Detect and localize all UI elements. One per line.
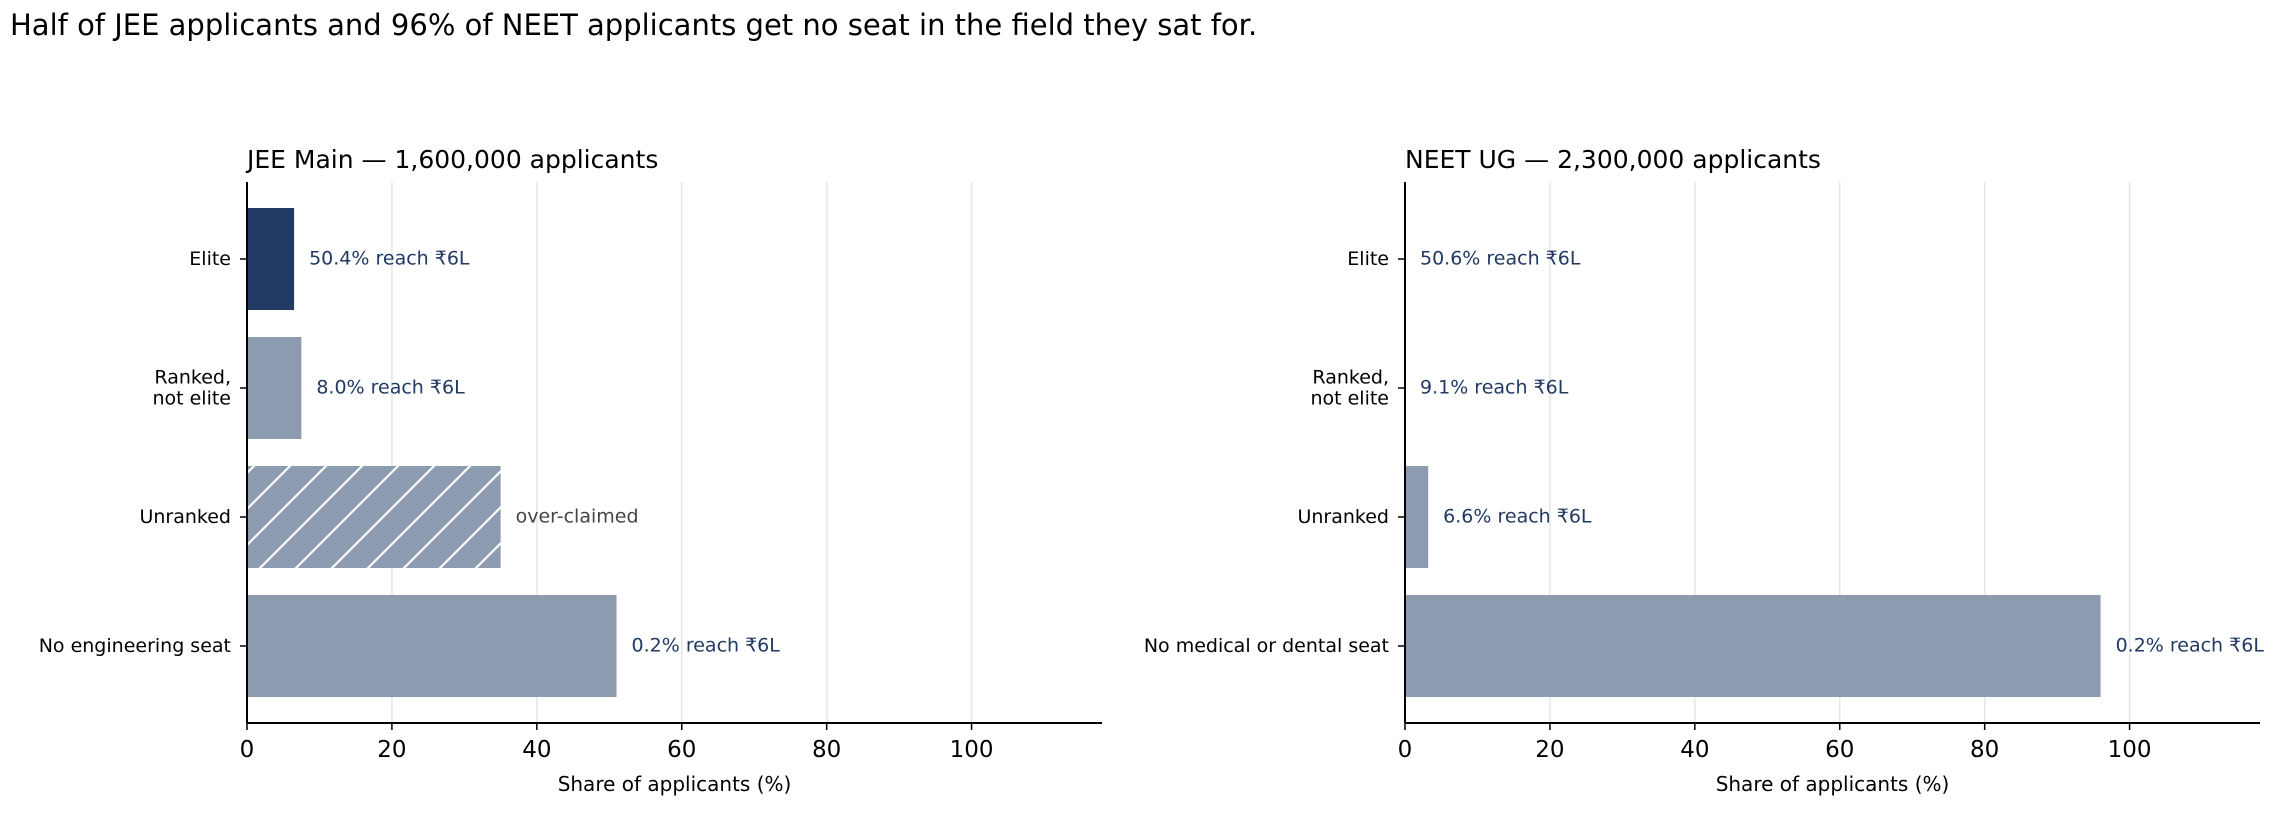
bar <box>1405 466 1429 568</box>
chart-panel-1: 50.4% reach ₹6L Elite 8.0% reach ₹6L Ranked… <box>39 145 1102 796</box>
panel-title: NEET UG — 2,300,000 applicants <box>1405 145 1821 174</box>
bar <box>247 208 295 310</box>
bar-label: 50.4% reach ₹6L <box>309 248 470 270</box>
x-tick-label: 0 <box>240 737 255 763</box>
x-tick-label: 80 <box>1970 737 1999 763</box>
x-tick-label: 40 <box>522 737 551 763</box>
panel-title: JEE Main — 1,600,000 applicants <box>245 145 658 174</box>
bar-label: 50.6% reach ₹6L <box>1420 248 1581 270</box>
figure-title: Half of JEE applicants and 96% of NEET a… <box>10 8 1258 42</box>
x-tick-label: 0 <box>1398 737 1413 763</box>
x-tick-label: 60 <box>1825 737 1854 763</box>
x-tick-label: 20 <box>1535 737 1564 763</box>
bar <box>247 466 501 568</box>
x-tick-label: 80 <box>812 737 841 763</box>
x-axis-label: Share of applicants (%) <box>558 772 792 796</box>
x-tick-label: 40 <box>1680 737 1709 763</box>
bar <box>247 337 302 439</box>
chart-panel-2: 50.6% reach ₹6L Elite 9.1% reach ₹6L Ranked… <box>1144 145 2265 796</box>
x-axis-label: Share of applicants (%) <box>1716 772 1950 796</box>
bar <box>1405 595 2101 697</box>
y-tick-label: Unranked <box>139 506 231 528</box>
x-tick-label: 100 <box>2108 737 2152 763</box>
y-tick-label: Elite <box>1347 248 1389 270</box>
y-tick-label: Ranked, not elite <box>1310 367 1389 410</box>
chart-panels: 50.4% reach ₹6L Elite 8.0% reach ₹6L Ranked… <box>39 145 2265 796</box>
bar-label: 9.1% reach ₹6L <box>1420 377 1569 399</box>
bar-label: 0.2% reach ₹6L <box>632 635 781 657</box>
y-tick-label: No engineering seat <box>39 635 231 657</box>
bar <box>247 595 617 697</box>
bar-label: 6.6% reach ₹6L <box>1443 506 1592 528</box>
bar-label: over-claimed <box>516 506 639 528</box>
x-tick-label: 100 <box>950 737 994 763</box>
bar-label: 0.2% reach ₹6L <box>2116 635 2265 657</box>
bar-label: 8.0% reach ₹6L <box>316 377 465 399</box>
y-tick-label: Unranked <box>1297 506 1389 528</box>
x-tick-label: 60 <box>667 737 696 763</box>
x-tick-label: 20 <box>377 737 406 763</box>
y-tick-label: No medical or dental seat <box>1144 635 1389 657</box>
y-tick-label: Elite <box>189 248 231 270</box>
y-tick-label: Ranked, not elite <box>152 367 231 410</box>
